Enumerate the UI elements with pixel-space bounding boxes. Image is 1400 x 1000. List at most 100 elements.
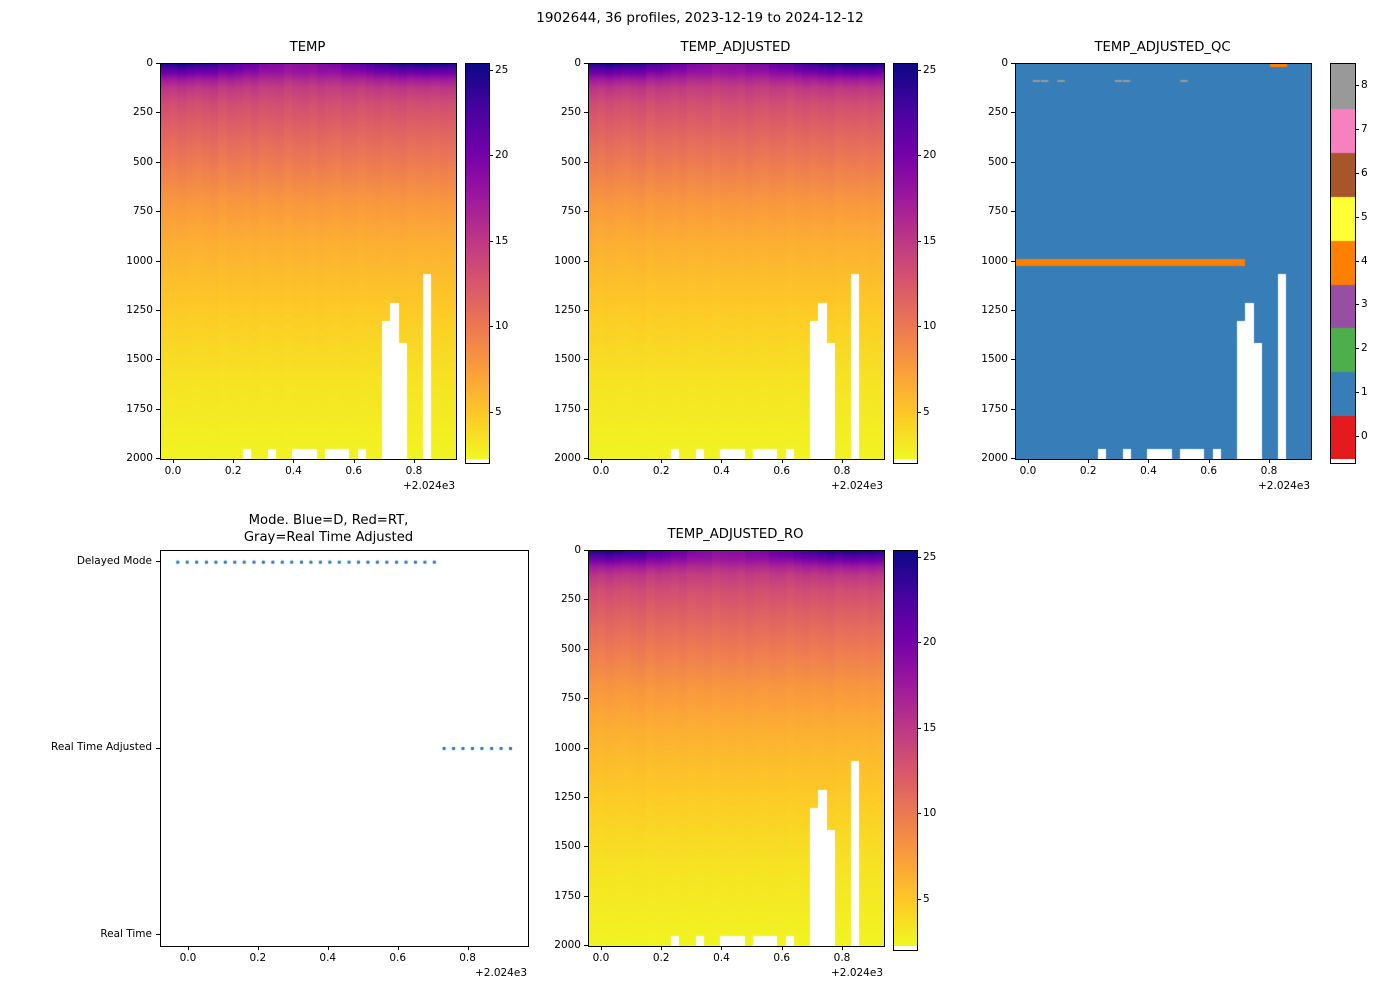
temp-adjusted-heatmap-plot: [588, 63, 885, 460]
x-tick-label: 0.2: [224, 465, 242, 477]
y-tick-label: 250: [987, 106, 1008, 119]
tick-mark: [917, 155, 921, 156]
tick-mark: [414, 459, 415, 463]
colorbar-tick-label: 25: [495, 63, 509, 76]
tick-mark: [293, 459, 294, 463]
x-tick-label: 0.4: [1140, 465, 1157, 477]
tick-mark: [584, 698, 588, 699]
tick-mark: [842, 946, 843, 950]
subplot-title-temp-adjusted: TEMP_ADJUSTED: [680, 40, 791, 55]
tick-mark: [782, 459, 783, 463]
x-tick-label: 0.0: [164, 465, 182, 477]
x-tick-label: 0.4: [713, 952, 730, 964]
tick-mark: [1011, 458, 1015, 459]
y-tick-label: 1000: [554, 254, 581, 267]
subplot-title-temp-adjusted-ro: TEMP_ADJUSTED_RO: [667, 527, 804, 542]
tick-mark: [584, 310, 588, 311]
tick-mark: [584, 649, 588, 650]
tick-mark: [1355, 392, 1359, 393]
tick-mark: [489, 241, 493, 242]
tick-mark: [156, 162, 160, 163]
tick-mark: [468, 946, 469, 950]
x-tick-label: 0.2: [249, 952, 267, 964]
tick-mark: [584, 162, 588, 163]
y-tick-label: 1250: [981, 303, 1008, 316]
tick-mark: [1355, 436, 1359, 437]
tick-mark: [1355, 304, 1359, 305]
tick-mark: [1355, 85, 1359, 86]
mode-scatter-canvas: [161, 551, 528, 946]
colorbar-tick-label: 10: [923, 807, 937, 820]
qc-colorbar-tick-label: 2: [1361, 342, 1368, 355]
tick-mark: [1011, 359, 1015, 360]
tick-mark: [1355, 348, 1359, 349]
tick-mark: [584, 945, 588, 946]
temp-adjusted-colorbar-canvas: [894, 64, 917, 459]
colorbar-tick-label: 10: [495, 320, 509, 333]
tick-mark: [1148, 459, 1149, 463]
y-tick-label: 0: [1001, 57, 1008, 69]
tick-mark: [584, 211, 588, 212]
mode-ylabel-real-time-adjusted: Real Time Adjusted: [51, 741, 152, 753]
tick-mark: [584, 261, 588, 262]
tick-mark: [1355, 217, 1359, 218]
tick-mark: [1355, 173, 1359, 174]
tick-mark: [917, 557, 921, 558]
temp-adjusted-ro-colorbar: [893, 550, 918, 951]
tick-mark: [917, 412, 921, 413]
y-tick-label: 500: [560, 155, 581, 168]
colorbar-tick-label: 10: [923, 320, 937, 333]
qc-colorbar-tick-label: 4: [1361, 254, 1368, 267]
colorbar-tick-label: 20: [923, 149, 937, 162]
tick-mark: [1011, 112, 1015, 113]
x-tick-label: 0.2: [1079, 465, 1097, 477]
qc-colorbar-tick-label: 8: [1361, 78, 1368, 91]
x-tick-label: 0.0: [592, 465, 610, 477]
tick-mark: [156, 748, 160, 749]
y-tick-label: 1250: [554, 790, 581, 803]
tick-mark: [917, 326, 921, 327]
y-tick-label: 1250: [126, 303, 153, 316]
x-tick-label: 0.6: [389, 952, 407, 964]
subplot-title-temp-adjusted-qc: TEMP_ADJUSTED_QC: [1094, 40, 1231, 55]
tick-mark: [917, 642, 921, 643]
tick-mark: [584, 409, 588, 410]
y-tick-label: 1750: [554, 402, 581, 415]
tick-mark: [584, 112, 588, 113]
x-tick-label: 0.8: [1260, 465, 1278, 477]
y-tick-label: 2000: [554, 939, 581, 951]
x-tick-label: 0.6: [773, 465, 791, 477]
temp-adjusted-heatmap-canvas: [589, 64, 884, 459]
x-offset-text-temp-adjusted: +2.024e3: [831, 480, 883, 492]
y-tick-label: 500: [132, 155, 153, 168]
temp-heatmap-canvas: [161, 64, 456, 459]
y-tick-label: 1500: [554, 353, 581, 366]
tick-mark: [584, 63, 588, 64]
qc-colorbar-tick-label: 5: [1361, 210, 1368, 223]
mode-ylabel-delayed-mode: Delayed Mode: [76, 555, 152, 567]
tick-mark: [1011, 409, 1015, 410]
qc-colorbar-canvas: [1331, 64, 1355, 459]
y-tick-label: 1000: [981, 254, 1008, 267]
x-tick-label: 0.0: [592, 952, 610, 964]
temp-colorbar: [465, 63, 490, 464]
tick-mark: [156, 112, 160, 113]
temp-adjusted-qc-heatmap-canvas: [1016, 64, 1311, 459]
subplot-title-mode: Mode. Blue=D, Red=RT, Gray=Real Time Adj…: [130, 512, 527, 546]
tick-mark: [1011, 261, 1015, 262]
y-tick-label: 250: [132, 106, 153, 119]
qc-colorbar: [1330, 63, 1356, 464]
x-tick-label: 0.8: [459, 952, 476, 964]
tick-mark: [721, 459, 722, 463]
temp-adjusted-ro-colorbar-canvas: [894, 551, 917, 946]
qc-colorbar-tick-label: 1: [1361, 386, 1368, 399]
tick-mark: [156, 561, 160, 562]
tick-mark: [917, 899, 921, 900]
tick-mark: [1355, 261, 1359, 262]
y-tick-label: 0: [574, 57, 581, 69]
tick-mark: [584, 359, 588, 360]
tick-mark: [156, 211, 160, 212]
colorbar-tick-label: 20: [495, 149, 509, 162]
qc-colorbar-tick-label: 6: [1361, 166, 1368, 179]
y-tick-label: 1750: [554, 889, 581, 902]
